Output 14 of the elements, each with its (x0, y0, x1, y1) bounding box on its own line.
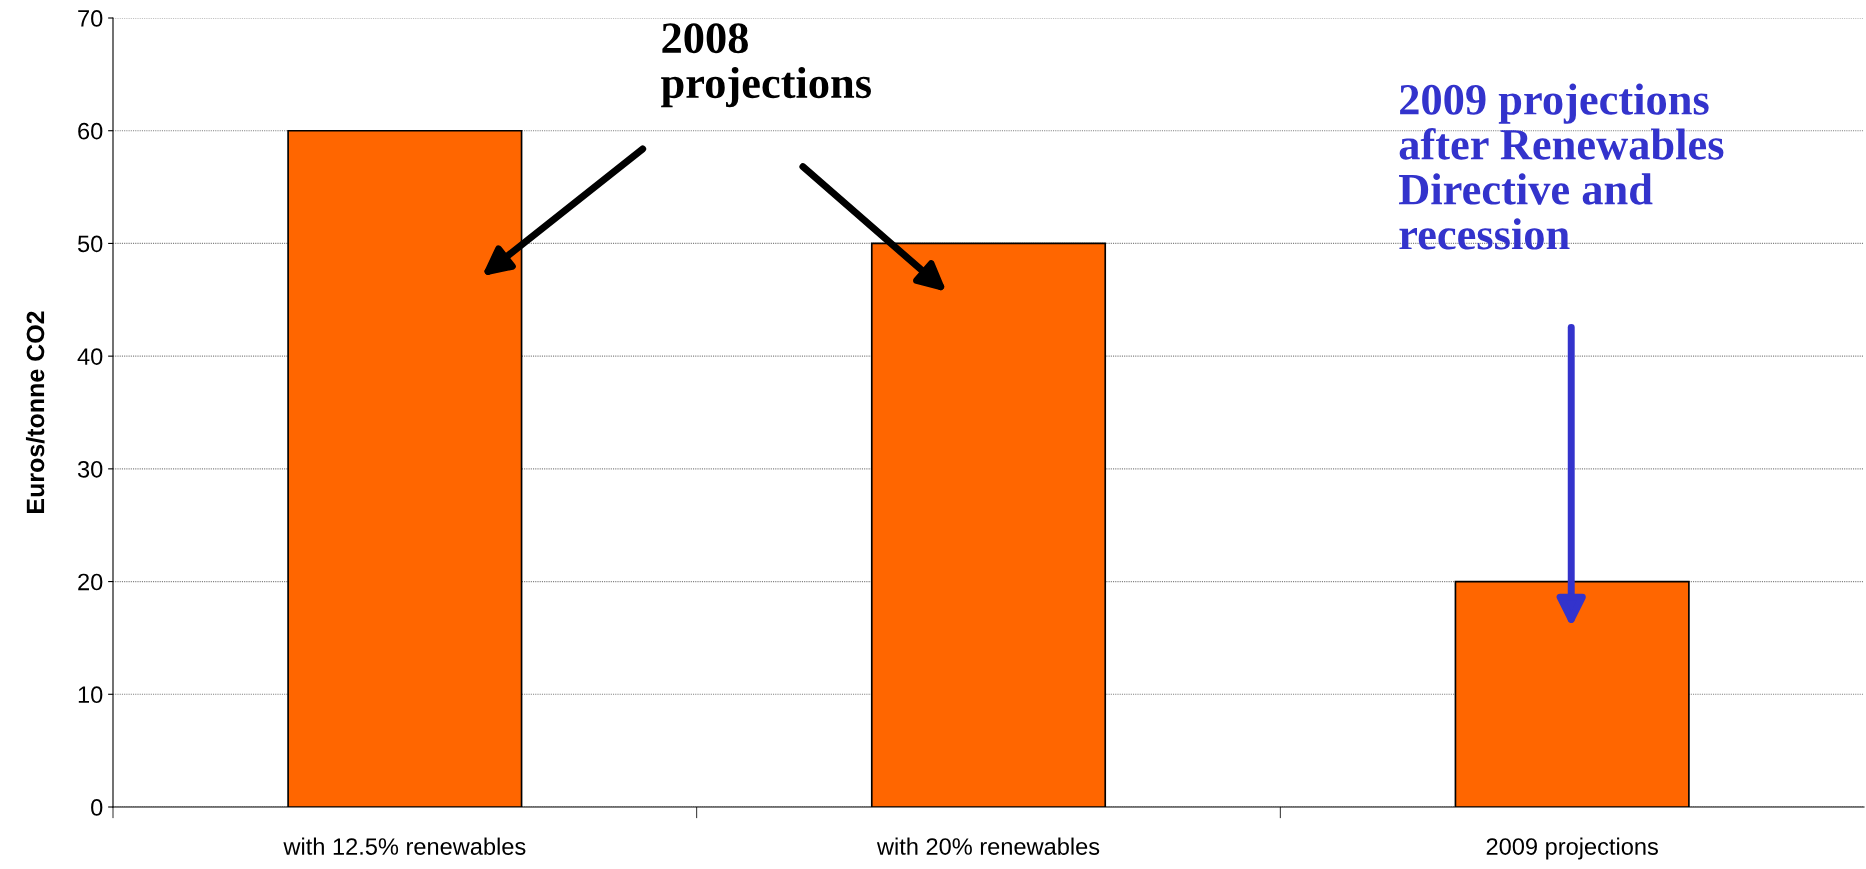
x-tick-label: 2009 projections (1486, 837, 1658, 860)
annotation: 2008 projections (661, 23, 871, 108)
y-tick-label: 20 (78, 573, 103, 591)
y-tick-label: 50 (77, 235, 103, 253)
y-axis-title: Euros/tonne CO2 (25, 311, 45, 513)
y-tick-label: 0 (91, 799, 103, 816)
y-tick-label: 70 (78, 10, 103, 27)
x-tick-label: with 12.5% renewables (283, 837, 526, 855)
y-tick-label: 10 (78, 686, 103, 704)
y-tick-label: 60 (78, 122, 103, 140)
x-tick-label: with 20% renewables (876, 837, 1100, 855)
annotation: 2009 projections after Renewables Directive and recession (1399, 83, 1724, 250)
y-tick-label: 30 (77, 460, 103, 478)
y-tick-label: 40 (77, 348, 103, 365)
